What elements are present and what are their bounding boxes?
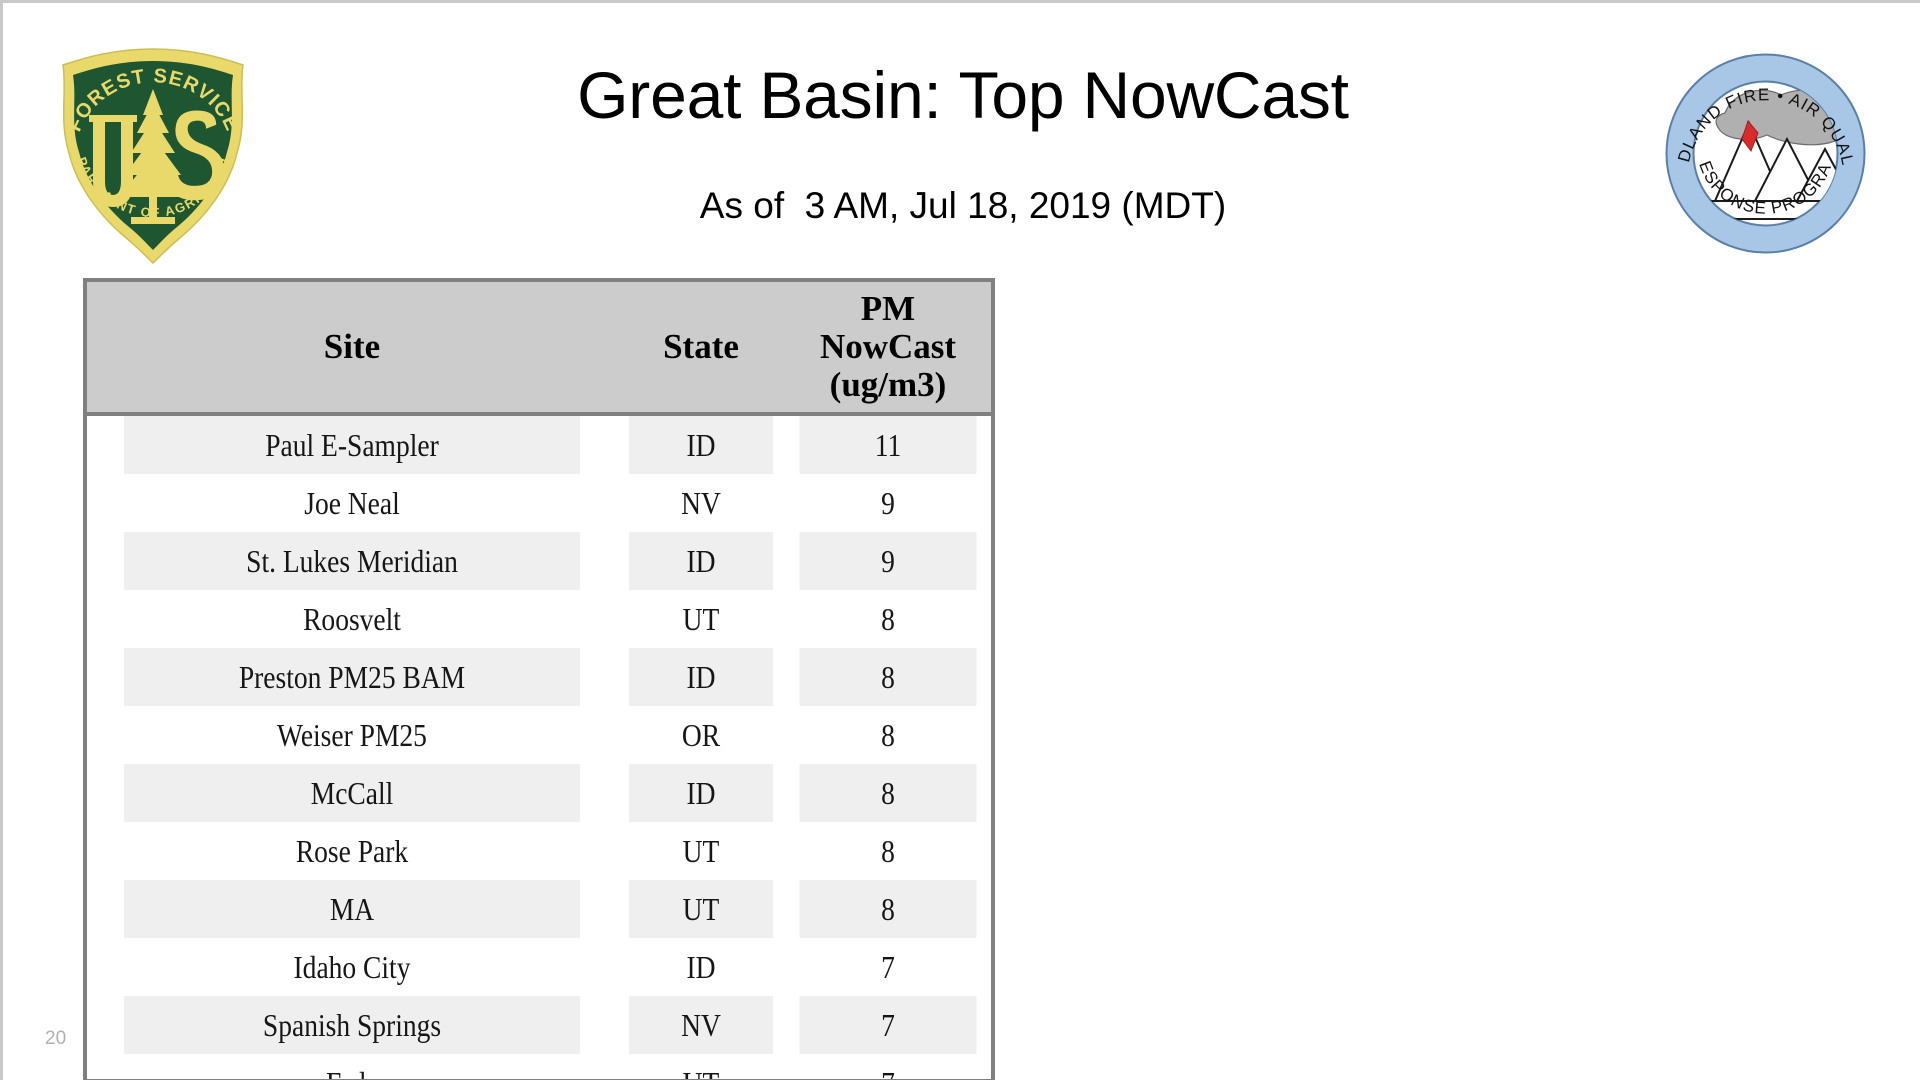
table-cell-pm-nowcast: 7 (799, 938, 977, 996)
table-row: McCall ID 8 (87, 764, 991, 822)
table-cell-site: Roosvelt (124, 590, 580, 648)
top-nowcast-table: Site State PM NowCast (ug/m3) Paul E-Sam… (87, 282, 991, 1079)
table-cell-state: UT (628, 1054, 774, 1079)
table-cell-site: Preston PM25 BAM (124, 648, 580, 706)
table-row: Paul E-Sampler ID 11 (87, 414, 991, 474)
table-cell-pm-nowcast: 8 (799, 822, 977, 880)
table-cell-site: Paul E-Sampler (124, 414, 580, 474)
table-cell-site: Joe Neal (124, 474, 580, 532)
wfaqrp-logo: WILDLAND FIRE • AIR QUALITY RESPONSE PRO… (1654, 36, 1868, 256)
table-cell-site: Spanish Springs (124, 996, 580, 1054)
table-cell-state: ID (628, 414, 774, 474)
table-cell-pm-nowcast: 8 (799, 590, 977, 648)
nowcast-table-container: Site State PM NowCast (ug/m3) Paul E-Sam… (83, 278, 995, 1080)
table-cell-state: UT (628, 880, 774, 938)
table-cell-pm-nowcast: 8 (799, 648, 977, 706)
page-number: 20 (45, 1028, 67, 1049)
table-row: Idaho City ID 7 (87, 938, 991, 996)
column-header-pm-nowcast-label: PM NowCast (ug/m3) (819, 289, 957, 404)
table-cell-site: Rose Park (124, 822, 580, 880)
table-cell-site: MA (124, 880, 580, 938)
table-row: Spanish Springs NV 7 (87, 996, 991, 1054)
table-row: MA UT 8 (87, 880, 991, 938)
table-cell-state: OR (628, 706, 774, 764)
table-cell-state: NV (628, 996, 774, 1054)
table-cell-pm-nowcast: 8 (799, 880, 977, 938)
table-cell-site: St. Lukes Meridian (124, 532, 580, 590)
table-cell-pm-nowcast: 11 (799, 414, 977, 474)
table-row: Roosvelt UT 8 (87, 590, 991, 648)
table-cell-site: Idaho City (124, 938, 580, 996)
column-header-site-label: Site (323, 327, 381, 367)
table-cell-state: ID (628, 938, 774, 996)
slide-subtitle: As of 3 AM, Jul 18, 2019 (MDT) (699, 185, 1227, 226)
table-row: Weiser PM25 OR 8 (87, 706, 991, 764)
table-cell-pm-nowcast: 7 (799, 1054, 977, 1079)
table-row: Preston PM25 BAM ID 8 (87, 648, 991, 706)
table-cell-site: Weiser PM25 (124, 706, 580, 764)
table-cell-pm-nowcast: 7 (799, 996, 977, 1054)
table-row: Erda UT 7 (87, 1054, 991, 1079)
forest-service-logo: FOREST SERVICE DEPARTMENT OF AGRICULTURE (46, 29, 256, 266)
table-row: Rose Park UT 8 (87, 822, 991, 880)
table-cell-state: ID (628, 764, 774, 822)
table-cell-pm-nowcast: 8 (799, 706, 977, 764)
column-header-state: State (617, 282, 785, 416)
table-cell-pm-nowcast: 9 (799, 474, 977, 532)
table-cell-site: McCall (124, 764, 580, 822)
table-cell-state: ID (628, 532, 774, 590)
slide-title: Great Basin: Top NowCast (577, 58, 1349, 132)
table-cell-pm-nowcast: 9 (799, 532, 977, 590)
table-cell-state: NV (628, 474, 774, 532)
table-row: Joe Neal NV 9 (87, 474, 991, 532)
column-header-site: Site (87, 282, 617, 416)
table-cell-state: ID (628, 648, 774, 706)
column-header-state-label: State (663, 327, 739, 367)
table-cell-site: Erda (124, 1054, 580, 1079)
table-cell-state: UT (628, 590, 774, 648)
column-header-pm-nowcast: PM NowCast (ug/m3) (785, 282, 991, 416)
table-body: Paul E-Sampler ID 11 Joe Neal NV 9 St. Lukes M… (87, 414, 991, 1079)
table-header: Site State PM NowCast (ug/m3) (87, 282, 991, 416)
table-cell-state: UT (628, 822, 774, 880)
table-header-row: Site State PM NowCast (ug/m3) (87, 282, 991, 416)
table-row: St. Lukes Meridian ID 9 (87, 532, 991, 590)
table-cell-pm-nowcast: 8 (799, 764, 977, 822)
